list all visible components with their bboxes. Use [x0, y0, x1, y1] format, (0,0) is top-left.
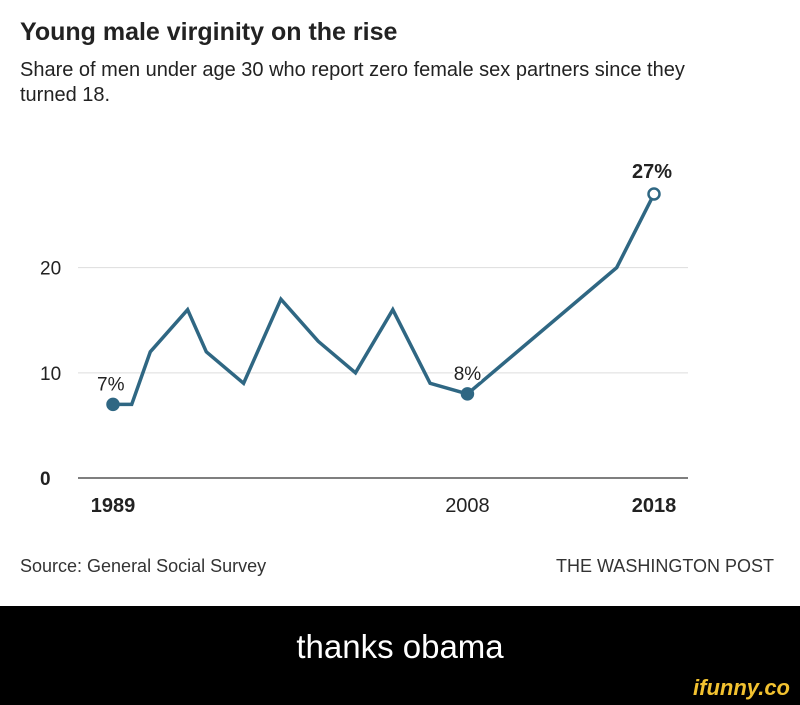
data-point-2018 [647, 187, 661, 201]
data-label-1989: 7% [97, 374, 125, 395]
source-note: Source: General Social Survey [20, 556, 267, 576]
caption-text: thanks obama [296, 628, 504, 665]
data-point-1989 [106, 397, 120, 412]
x-tick-label-2008: 2008 [445, 495, 490, 517]
x-tick-label-2018: 2018 [632, 495, 677, 517]
chart-subtitle: Share of men under age 30 who report zer… [20, 59, 685, 106]
chart-panel: Young male virginity on the rise Share o… [20, 18, 774, 576]
caption-bar: thanks obama ifunny.co [0, 606, 800, 705]
data-label-2018: 27% [632, 161, 672, 183]
publisher-credit: THE WASHINGTON POST [555, 556, 774, 576]
data-point-2008 [460, 387, 475, 401]
ifunny-watermark: ifunny.co [693, 675, 790, 700]
y-tick-label-20: 20 [40, 259, 61, 280]
data-label-halo-2018: 27% [632, 161, 672, 183]
x-tick-label-1989: 1989 [91, 495, 136, 517]
data-label-halo-1989: 7% [97, 374, 125, 395]
chart-title: Young male virginity on the rise [20, 18, 398, 46]
data-label-halo-2008: 8% [454, 364, 482, 385]
y-tick-label-0: 0 [40, 469, 51, 490]
y-tick-label-10: 10 [40, 364, 61, 385]
data-label-2008: 8% [454, 364, 482, 385]
